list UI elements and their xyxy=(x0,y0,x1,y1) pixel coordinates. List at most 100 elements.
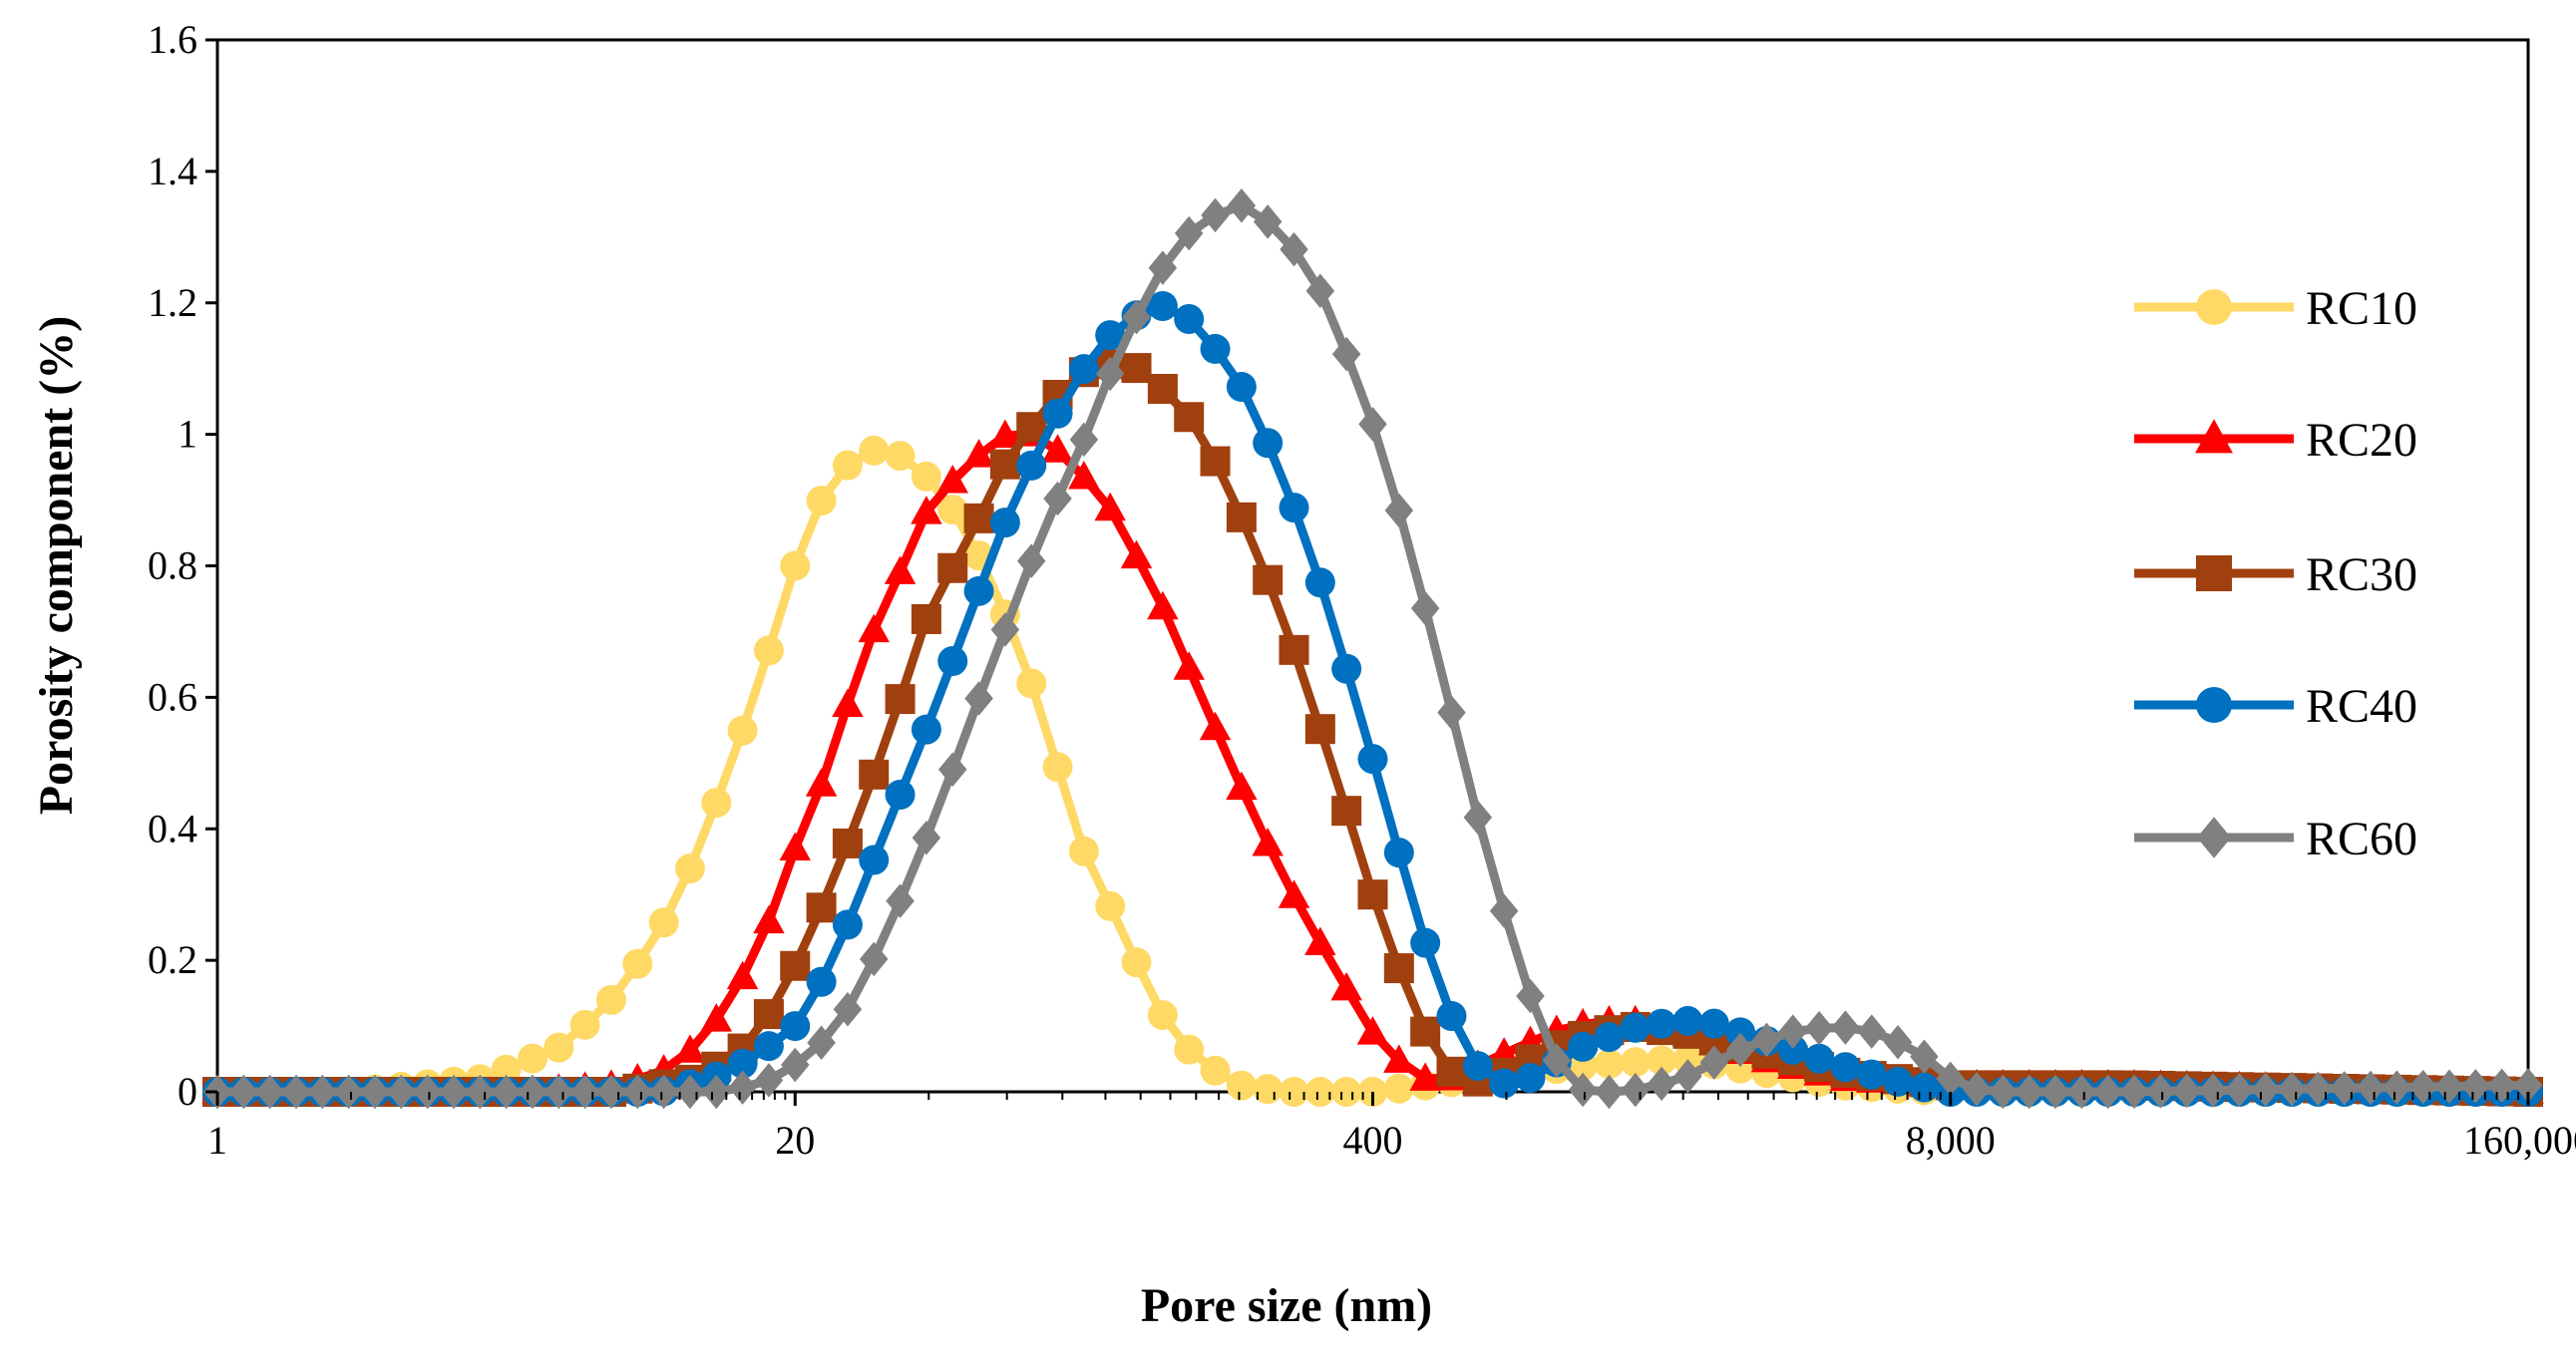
data-point-rc60 xyxy=(2198,1073,2228,1108)
data-point-rc60 xyxy=(1069,422,1099,458)
data-point-rc10 xyxy=(832,450,863,481)
data-point-rc60 xyxy=(1542,1043,1572,1078)
data-point-rc10 xyxy=(648,907,679,938)
y-tick-label: 1.6 xyxy=(148,17,197,62)
data-point-rc30 xyxy=(1357,879,1388,910)
data-point-rc60 xyxy=(1148,250,1178,285)
data-point-rc60 xyxy=(2015,1074,2043,1110)
data-point-rc60 xyxy=(2146,1074,2175,1109)
data-point-rc60 xyxy=(990,612,1020,647)
data-point-rc60 xyxy=(623,1074,652,1110)
data-point-rc20 xyxy=(936,465,968,494)
x-tick-label: 160,000 xyxy=(2463,1118,2576,1163)
data-point-rc60 xyxy=(2119,1074,2149,1110)
data-point-rc60 xyxy=(702,1074,731,1110)
data-point-rc20 xyxy=(1226,771,1258,801)
x-tick-label: 1 xyxy=(207,1118,227,1163)
data-point-rc40 xyxy=(937,646,968,677)
data-point-rc10 xyxy=(727,715,758,746)
data-point-rc30 xyxy=(885,684,916,715)
data-point-rc60 xyxy=(2356,1070,2386,1106)
data-point-rc30 xyxy=(753,999,784,1030)
data-point-rc30 xyxy=(1174,402,1205,433)
data-point-rc10 xyxy=(569,1009,600,1040)
data-point-rc60 xyxy=(1516,978,1545,1014)
data-point-rc40 xyxy=(727,1048,758,1079)
data-point-rc40 xyxy=(1489,1068,1520,1099)
y-tick-label: 1.4 xyxy=(148,149,197,193)
legend-marker-rc20 xyxy=(2195,419,2233,454)
legend-item-rc60: RC60 xyxy=(2134,813,2417,865)
data-point-rc10 xyxy=(753,635,784,666)
data-point-rc60 xyxy=(675,1074,705,1110)
data-point-rc10 xyxy=(859,435,890,466)
data-point-rc60 xyxy=(2277,1072,2307,1107)
legend-label-rc30: RC30 xyxy=(2306,548,2417,601)
data-point-rc10 xyxy=(1594,1048,1625,1079)
data-point-rc30 xyxy=(1253,564,1284,595)
data-point-rc60 xyxy=(2093,1074,2122,1110)
y-tick-label: 0.8 xyxy=(148,543,197,588)
data-point-rc60 xyxy=(781,1047,810,1083)
data-point-rc60 xyxy=(2040,1074,2070,1110)
data-point-rc30 xyxy=(832,828,863,858)
legend-marker-rc10 xyxy=(2196,289,2232,325)
data-point-rc60 xyxy=(2487,1068,2516,1104)
data-point-rc10 xyxy=(1331,1077,1362,1107)
data-point-rc40 xyxy=(1042,398,1073,429)
data-point-rc60 xyxy=(387,1074,416,1110)
legend-item-rc40: RC40 xyxy=(2134,680,2417,733)
data-point-rc40 xyxy=(1777,1034,1808,1065)
data-point-rc40 xyxy=(1568,1031,1599,1062)
data-point-rc20 xyxy=(884,555,917,584)
legend-label-rc10: RC10 xyxy=(2306,282,2417,335)
data-point-rc30 xyxy=(1304,714,1335,745)
data-point-rc10 xyxy=(1383,1073,1414,1104)
data-point-rc60 xyxy=(545,1074,573,1110)
data-point-rc20 xyxy=(1147,590,1179,620)
data-point-rc60 xyxy=(1989,1074,2018,1110)
data-point-rc60 xyxy=(439,1074,469,1110)
data-point-rc40 xyxy=(1672,1005,1703,1036)
data-point-rc30 xyxy=(1279,634,1309,665)
data-point-rc20 xyxy=(753,904,785,934)
data-point-rc10 xyxy=(701,788,732,819)
data-point-rc40 xyxy=(1698,1008,1729,1039)
data-point-rc60 xyxy=(334,1074,363,1110)
data-point-rc60 xyxy=(728,1070,757,1105)
data-point-rc60 xyxy=(1095,356,1125,392)
data-point-rc40 xyxy=(1253,428,1284,459)
data-point-rc20 xyxy=(1120,539,1153,569)
legend-label-rc40: RC40 xyxy=(2306,680,2417,733)
data-point-rc60 xyxy=(912,820,941,855)
data-point-rc60 xyxy=(1201,197,1230,233)
x-axis-title: Pore size (nm) xyxy=(1141,1279,1432,1332)
series-rc60 xyxy=(202,188,2543,1110)
data-point-rc40 xyxy=(1226,371,1257,402)
data-point-rc10 xyxy=(1068,836,1099,866)
data-point-rc60 xyxy=(1568,1072,1598,1108)
data-point-rc20 xyxy=(1409,1062,1441,1091)
data-point-rc40 xyxy=(780,1011,811,1042)
y-tick-label: 1.2 xyxy=(148,280,197,325)
data-point-rc30 xyxy=(937,552,968,583)
data-point-rc20 xyxy=(989,419,1021,448)
x-axis-ticks: 1 20 400 8,000 160,000 xyxy=(207,1092,2576,1163)
data-point-rc10 xyxy=(1620,1047,1651,1078)
data-point-rc40 xyxy=(1304,567,1335,598)
data-point-rc60 xyxy=(1043,481,1072,516)
data-point-rc20 xyxy=(1199,711,1232,741)
data-point-rc30 xyxy=(1121,353,1152,384)
data-point-rc30 xyxy=(989,449,1020,480)
data-point-rc10 xyxy=(1279,1077,1309,1107)
legend-item-rc20: RC20 xyxy=(2134,414,2417,467)
data-point-rc10 xyxy=(1042,752,1073,783)
data-point-rc30 xyxy=(963,503,994,533)
data-point-rc20 xyxy=(858,613,890,643)
data-point-rc60 xyxy=(1752,1022,1781,1058)
legend-item-rc10: RC10 xyxy=(2134,282,2417,335)
data-point-rc60 xyxy=(1410,590,1440,626)
data-point-rc40 xyxy=(1804,1043,1835,1074)
data-point-rc60 xyxy=(1463,800,1493,835)
